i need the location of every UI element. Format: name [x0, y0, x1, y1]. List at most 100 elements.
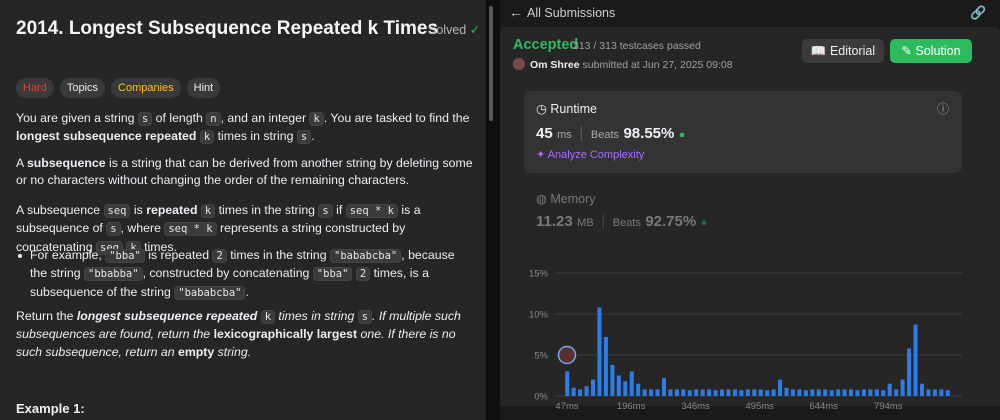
bar [874, 389, 879, 396]
bar [881, 390, 886, 396]
y-tick-label: 5% [534, 351, 548, 362]
user-name[interactable]: Om Shree [530, 59, 580, 71]
inline-code: s [357, 310, 373, 324]
memory-beats-icon: ● [700, 217, 708, 229]
back-link[interactable]: All Submissions [527, 6, 616, 20]
text: times in the string [226, 248, 331, 262]
testcases: 313 / 313 testcases passed [573, 40, 701, 52]
runtime-beats: 98.55% [623, 125, 675, 142]
bar [642, 389, 647, 396]
y-tick-label: 15% [529, 269, 549, 280]
bar [655, 389, 660, 396]
editorial-button[interactable]: 📖 Editorial [802, 39, 884, 63]
inline-code: seq * k [164, 222, 217, 237]
emphasis: empty [178, 344, 215, 359]
bar [707, 389, 712, 396]
bar [836, 389, 841, 396]
bar [849, 389, 854, 396]
x-tick-label: 495ms [745, 401, 774, 412]
paragraph: A subsequence is a string that can be de… [16, 155, 474, 190]
tag-row: Hard Topics Companies Hint [16, 78, 221, 98]
bar [636, 383, 641, 396]
bar [945, 390, 950, 396]
bar [765, 390, 770, 396]
text: . [311, 129, 315, 144]
bar [758, 389, 763, 396]
bar [571, 387, 576, 396]
bar [745, 389, 750, 396]
tag[interactable]: Topics [59, 78, 106, 98]
bar [720, 389, 725, 396]
text: of length [152, 111, 207, 125]
back-arrow[interactable]: ← [509, 4, 523, 20]
memory-stats: 11.23 MB | Beats 92.75% ● [536, 213, 708, 230]
text: times. [140, 239, 177, 254]
solved-text: Solved [428, 23, 467, 37]
bar [868, 389, 873, 396]
y-tick-label: 10% [529, 310, 549, 321]
bar [713, 390, 718, 396]
bar [578, 389, 583, 396]
bar [591, 379, 596, 396]
runtime-stats: 45 ms | Beats 98.55% ● [536, 125, 686, 142]
tag[interactable]: Hint [186, 78, 221, 98]
bar [623, 381, 628, 396]
bar [726, 389, 731, 396]
problem-panel: 2014. Longest Subsequence Repeated k Tim… [0, 0, 486, 420]
info-icon[interactable]: ⓘ [937, 102, 950, 116]
bar [739, 390, 744, 396]
scroll-thumb[interactable] [489, 6, 493, 121]
bar [565, 371, 570, 396]
text: times in the string [215, 203, 319, 217]
bar [913, 324, 918, 396]
bar [939, 389, 944, 396]
inline-code: k [260, 310, 276, 324]
bar [861, 389, 866, 396]
emphasis: lexicographically largest [213, 327, 358, 342]
analyze-link[interactable]: ✦ Analyze Complexity [536, 149, 645, 161]
bottom-bar [500, 406, 1000, 420]
inline-code: seq [103, 204, 131, 218]
text: is a subsequence of [16, 203, 421, 236]
text: For example, [30, 248, 106, 262]
bar [803, 390, 808, 396]
tag[interactable]: Hard [16, 78, 54, 98]
bar [584, 386, 589, 396]
inline-code: s [318, 204, 333, 218]
emphasis: longest subsequence repeated [76, 309, 258, 323]
emphasis: one. If there is no such subsequence, re… [16, 327, 456, 359]
text: , where [120, 221, 165, 236]
bar [649, 389, 654, 396]
link-icon[interactable]: 🔗 [970, 5, 987, 20]
solution-button[interactable]: ✎ Solution [890, 39, 972, 63]
bar [687, 390, 692, 396]
bar [732, 389, 737, 396]
verdict: Accepted [513, 37, 579, 53]
avatar [513, 58, 525, 70]
emphasis: . If multiple such subsequences are foun… [16, 309, 461, 342]
bar [932, 389, 937, 396]
bar [894, 389, 899, 396]
runtime-label-text: Runtime [550, 102, 597, 116]
inline-code: "bababcba" [330, 249, 402, 263]
text: is a string that can be derived from ano… [16, 156, 473, 188]
bar [668, 389, 673, 396]
bar [603, 336, 608, 396]
inline-code: n [206, 112, 221, 126]
y-tick-label: 0% [534, 392, 548, 403]
runtime-unit: ms [557, 129, 572, 141]
text: , constructed by concatenating [142, 266, 313, 281]
beats-icon: ● [678, 129, 686, 141]
bar [855, 390, 860, 396]
paragraph: Return the longest subsequence repeated … [16, 308, 474, 361]
runtime-beats-label: Beats [590, 129, 620, 141]
emphasis: repeated [146, 203, 198, 217]
memory-beats: 92.75% [645, 213, 697, 230]
tag[interactable]: Companies [111, 78, 181, 98]
runtime-card [524, 91, 962, 173]
text: . [245, 284, 249, 299]
bar [900, 379, 905, 396]
memory-unit: MB [577, 217, 594, 229]
text: You are given a string [16, 111, 138, 125]
